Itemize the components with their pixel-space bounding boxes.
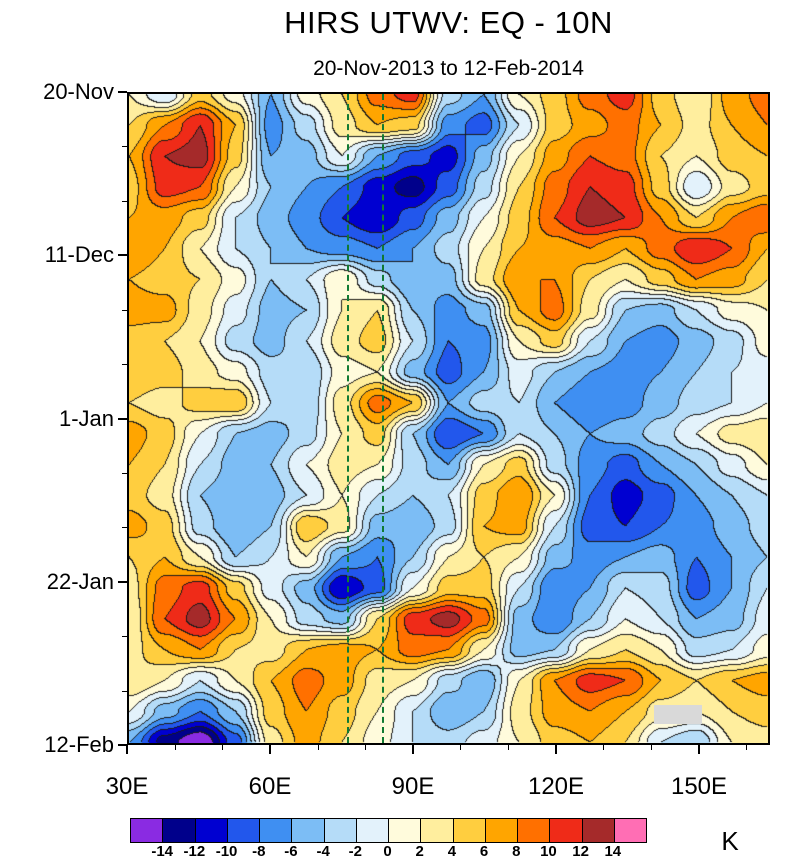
x-axis-major-tick — [126, 745, 128, 754]
colorbar-tick-label: -6 — [284, 843, 298, 860]
colorbar-tick-label: 8 — [512, 843, 521, 860]
chart-title: HIRS UTWV: EQ - 10N — [284, 5, 613, 40]
y-axis-minor-tick — [122, 146, 127, 147]
colorbar-cell-9 — [421, 819, 454, 842]
y-axis-major-tick — [118, 744, 127, 746]
x-axis-minor-tick — [460, 745, 461, 750]
x-axis-label-60e: 60E — [248, 773, 292, 800]
dashed-reference-line-east — [382, 94, 385, 743]
colorbar-cell-8 — [389, 819, 422, 842]
x-axis-minor-tick — [746, 745, 747, 750]
colorbar-tick-label: 14 — [604, 843, 622, 860]
colorbar — [130, 818, 647, 843]
x-axis-label-150e: 150E — [670, 773, 728, 800]
colorbar-cell-12 — [518, 819, 551, 842]
x-axis-major-tick — [412, 745, 414, 754]
colorbar-tick-label: 4 — [447, 843, 457, 860]
colorbar-cell-13 — [550, 819, 583, 842]
y-axis-minor-tick — [122, 201, 127, 202]
x-axis-major-tick — [555, 745, 557, 754]
x-axis-minor-tick — [651, 745, 652, 750]
plot-area — [127, 92, 770, 745]
colorbar-cell-0 — [131, 819, 164, 842]
y-axis-major-tick — [118, 418, 127, 420]
colorbar-tick-label: -4 — [316, 843, 330, 860]
dashed-reference-line-west — [346, 94, 349, 743]
x-axis-minor-tick — [175, 745, 176, 750]
colorbar-tick-label: 6 — [479, 843, 489, 860]
colorbar-tick-label: 10 — [540, 843, 557, 860]
y-axis-label-12feb: 12-Feb — [44, 732, 114, 757]
colorbar-cell-11 — [485, 819, 518, 842]
y-axis-minor-tick — [122, 364, 127, 365]
x-axis-major-tick — [269, 745, 271, 754]
y-axis-label-1jan: 1-Jan — [58, 406, 114, 431]
colorbar-cell-15 — [614, 819, 646, 842]
colorbar-cell-2 — [195, 819, 228, 842]
colorbar-cell-14 — [582, 819, 615, 842]
y-axis-label-22jan: 22-Jan — [46, 569, 114, 594]
x-axis-major-tick — [698, 745, 700, 754]
colorbar-cell-7 — [356, 819, 389, 842]
colorbar-tick-label: 0 — [383, 843, 392, 860]
colorbar-cell-6 — [324, 819, 357, 842]
y-axis-label-20nov: 20-Nov — [43, 79, 114, 104]
colorbar-cell-5 — [292, 819, 325, 842]
gray-patch — [654, 705, 703, 724]
colorbar-tick-label: -14 — [151, 843, 174, 860]
colorbar-tick-label: -2 — [348, 843, 362, 860]
y-axis-major-tick — [118, 581, 127, 583]
colorbar-tick-label: -8 — [252, 843, 266, 860]
x-axis-minor-tick — [365, 745, 366, 750]
x-axis-minor-tick — [508, 745, 509, 750]
y-axis-major-tick — [118, 91, 127, 93]
chart-subtitle: 20-Nov-2013 to 12-Feb-2014 — [313, 57, 584, 80]
x-axis-label-120e: 120E — [527, 773, 585, 800]
x-axis-minor-tick — [603, 745, 604, 750]
colorbar-cell-1 — [163, 819, 196, 842]
colorbar-tick-label: 12 — [572, 843, 589, 860]
y-axis-minor-tick — [122, 527, 127, 528]
colorbar-cell-10 — [453, 819, 486, 842]
x-axis-label-90e: 90E — [391, 773, 435, 800]
y-axis-minor-tick — [122, 473, 127, 474]
y-axis-major-tick — [118, 254, 127, 256]
heatmap-canvas — [129, 94, 768, 743]
colorbar-tick-label: 2 — [415, 843, 424, 860]
colorbar-tick-label: -10 — [215, 843, 238, 860]
colorbar-unit-label: K — [721, 826, 739, 856]
y-axis-minor-tick — [122, 636, 127, 637]
x-axis-label-30e: 30E — [105, 773, 149, 800]
colorbar-cell-4 — [260, 819, 293, 842]
y-axis-minor-tick — [122, 691, 127, 692]
y-axis-label-11dec: 11-Dec — [44, 242, 114, 267]
x-axis-minor-tick — [318, 745, 319, 750]
x-axis-minor-tick — [222, 745, 223, 750]
colorbar-tick-label: -12 — [183, 843, 206, 860]
y-axis-minor-tick — [122, 310, 127, 311]
colorbar-cell-3 — [227, 819, 260, 842]
